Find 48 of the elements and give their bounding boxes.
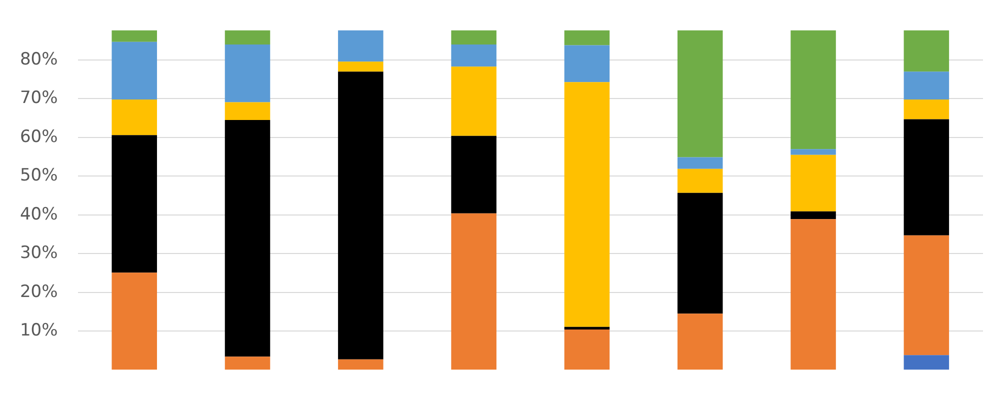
bar <box>564 30 610 46</box>
bar <box>904 119 950 236</box>
bar <box>451 213 496 370</box>
y-tick-label: 80% <box>20 49 58 70</box>
y-tick-label: 10% <box>20 320 58 340</box>
bar <box>677 168 723 193</box>
bar <box>451 136 496 214</box>
bar <box>224 356 270 370</box>
y-tick-label: 60% <box>20 126 58 147</box>
bar <box>224 30 270 45</box>
bar <box>338 359 384 370</box>
bar <box>112 135 157 273</box>
bar <box>338 62 384 72</box>
bar <box>112 30 157 42</box>
bar <box>790 211 836 220</box>
bar <box>904 235 950 356</box>
bar <box>564 326 610 330</box>
bar <box>564 45 610 82</box>
bar <box>224 120 270 357</box>
bar <box>904 72 950 100</box>
y-tick-label: 50% <box>20 166 58 186</box>
bar <box>790 149 836 155</box>
bar <box>790 30 836 150</box>
bar <box>451 30 496 45</box>
y-tick-label: 20% <box>20 282 58 302</box>
bar <box>677 30 723 158</box>
bar <box>677 192 723 314</box>
bar <box>790 154 836 212</box>
bar <box>112 100 157 136</box>
bar <box>338 30 384 62</box>
y-tick-label: 70% <box>20 88 58 108</box>
bar <box>677 314 723 370</box>
bar <box>112 42 157 100</box>
y-tick-label: 30% <box>20 243 58 264</box>
bar <box>564 82 610 327</box>
bar <box>904 100 950 120</box>
bar <box>564 330 610 370</box>
bar <box>224 102 270 120</box>
bar <box>112 272 157 370</box>
bar <box>904 30 950 72</box>
bar <box>677 157 723 169</box>
bar <box>451 66 496 136</box>
bar <box>790 219 836 370</box>
bar <box>224 44 270 102</box>
bar <box>338 72 384 360</box>
bar <box>904 355 950 370</box>
y-tick-label: 40% <box>20 204 58 224</box>
bar <box>451 44 496 67</box>
